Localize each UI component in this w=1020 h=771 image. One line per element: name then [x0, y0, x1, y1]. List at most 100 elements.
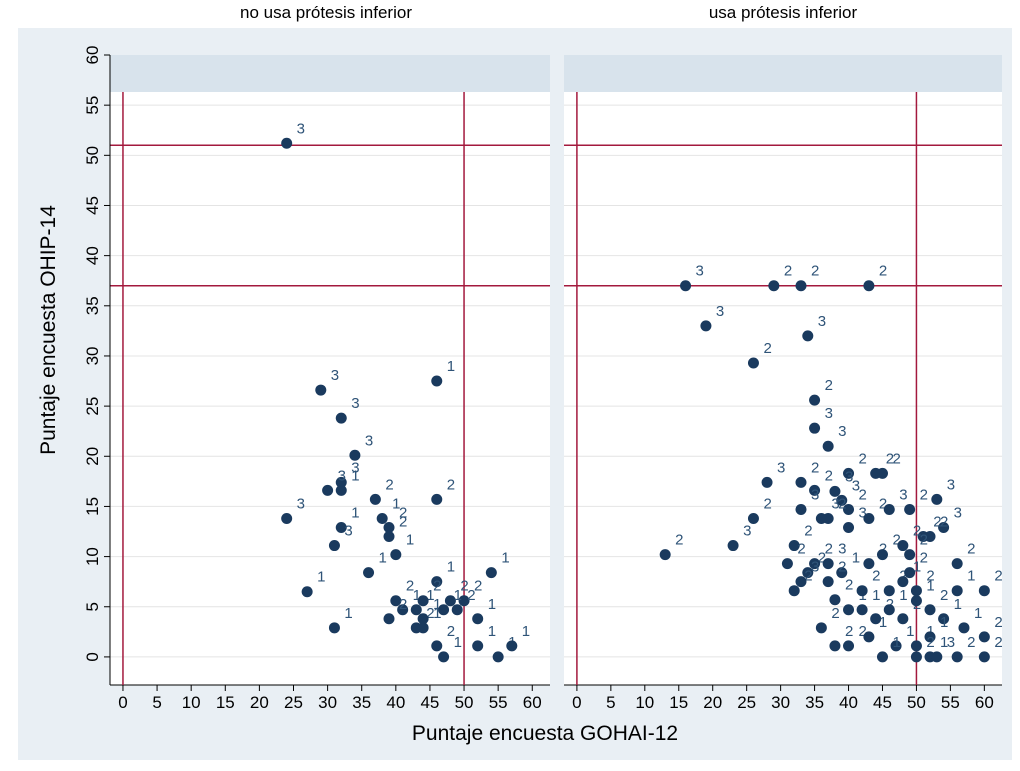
marker-label: 1: [447, 559, 455, 576]
x-tick-label: 55: [941, 693, 960, 712]
x-tick-label: 45: [873, 693, 892, 712]
point: [747, 357, 759, 369]
point: [897, 613, 909, 625]
marker-label: 1: [344, 605, 352, 622]
point: [328, 622, 340, 634]
point: [383, 613, 395, 625]
point: [788, 540, 800, 552]
marker-label: 1: [392, 495, 400, 512]
point: [315, 384, 327, 396]
marker-label: 2: [763, 340, 771, 357]
marker-label: 2: [892, 450, 900, 467]
point: [795, 476, 807, 488]
marker-label: 1: [899, 587, 907, 604]
point: [431, 493, 443, 505]
point: [829, 594, 841, 606]
y-tick-label: 5: [83, 602, 102, 611]
marker-label: 1: [454, 634, 462, 651]
point: [843, 503, 855, 515]
marker-label: 2: [399, 514, 407, 531]
x-tick-label: 10: [182, 693, 201, 712]
x-tick-label: 10: [635, 693, 654, 712]
marker-label: 1: [501, 550, 509, 567]
x-tick-label: 50: [907, 693, 926, 712]
marker-label: 2: [845, 623, 853, 640]
x-tick-label: 20: [250, 693, 269, 712]
point: [924, 531, 936, 543]
marker-label: 2: [940, 587, 948, 604]
x-tick-label: 0: [118, 693, 127, 712]
marker-label: 2: [879, 495, 887, 512]
x-tick-label: 60: [975, 693, 994, 712]
point: [472, 613, 484, 625]
point: [876, 651, 888, 663]
point: [978, 585, 990, 597]
marker-label: 1: [940, 614, 948, 631]
point: [856, 585, 868, 597]
marker-label: 1: [447, 358, 455, 375]
point: [383, 531, 395, 543]
marker-label: 2: [831, 605, 839, 622]
marker-label: 2: [825, 467, 833, 484]
marker-label: 1: [406, 532, 414, 549]
marker-label: 2: [933, 514, 941, 531]
point: [410, 604, 422, 616]
point: [856, 604, 868, 616]
point: [472, 640, 484, 652]
marker-label: 3: [811, 559, 819, 576]
point: [951, 558, 963, 570]
point: [924, 604, 936, 616]
marker-label: 2: [886, 596, 894, 613]
point: [458, 595, 470, 607]
marker-label: 2: [838, 559, 846, 576]
point: [431, 375, 443, 387]
marker-label: 1: [974, 605, 982, 622]
marker-label: 2: [818, 550, 826, 567]
x-tick-label: 60: [523, 693, 542, 712]
point: [815, 622, 827, 634]
y-tick-label: 40: [83, 246, 102, 265]
point: [809, 394, 821, 406]
point: [822, 558, 834, 570]
marker-label: 1: [433, 605, 441, 622]
marker-label: 1: [954, 596, 962, 613]
marker-label: 2: [913, 523, 921, 540]
marker-label: 2: [797, 541, 805, 558]
marker-label: 2: [460, 578, 468, 595]
point: [910, 640, 922, 652]
point: [883, 503, 895, 515]
marker-label: 2: [872, 568, 880, 585]
point: [335, 484, 347, 496]
marker-label: 3: [818, 313, 826, 330]
point: [417, 622, 429, 634]
marker-label: 1: [913, 559, 921, 576]
marker-label: 2: [399, 505, 407, 522]
marker-label: 2: [926, 568, 934, 585]
marker-label: 1: [426, 587, 434, 604]
marker-label: 2: [804, 523, 812, 540]
marker-label: 2: [879, 263, 887, 280]
point: [659, 549, 671, 561]
point: [680, 280, 692, 292]
marker-label: 3: [947, 634, 955, 651]
point: [795, 576, 807, 588]
point: [328, 540, 340, 552]
point: [390, 595, 402, 607]
point: [444, 595, 456, 607]
point: [281, 137, 293, 149]
point: [829, 640, 841, 652]
marker-label: 3: [838, 423, 846, 440]
point: [910, 595, 922, 607]
marker-label: 3: [825, 405, 833, 422]
marker-label: 1: [967, 568, 975, 585]
marker-label: 2: [920, 486, 928, 503]
point: [301, 586, 313, 598]
point: [322, 484, 334, 496]
point: [829, 485, 841, 497]
x-tick-label: 50: [455, 693, 474, 712]
marker-label: 3: [331, 367, 339, 384]
marker-label: 3: [852, 477, 860, 494]
point: [492, 651, 504, 663]
point: [938, 522, 950, 533]
marker-label: 1: [454, 587, 462, 604]
